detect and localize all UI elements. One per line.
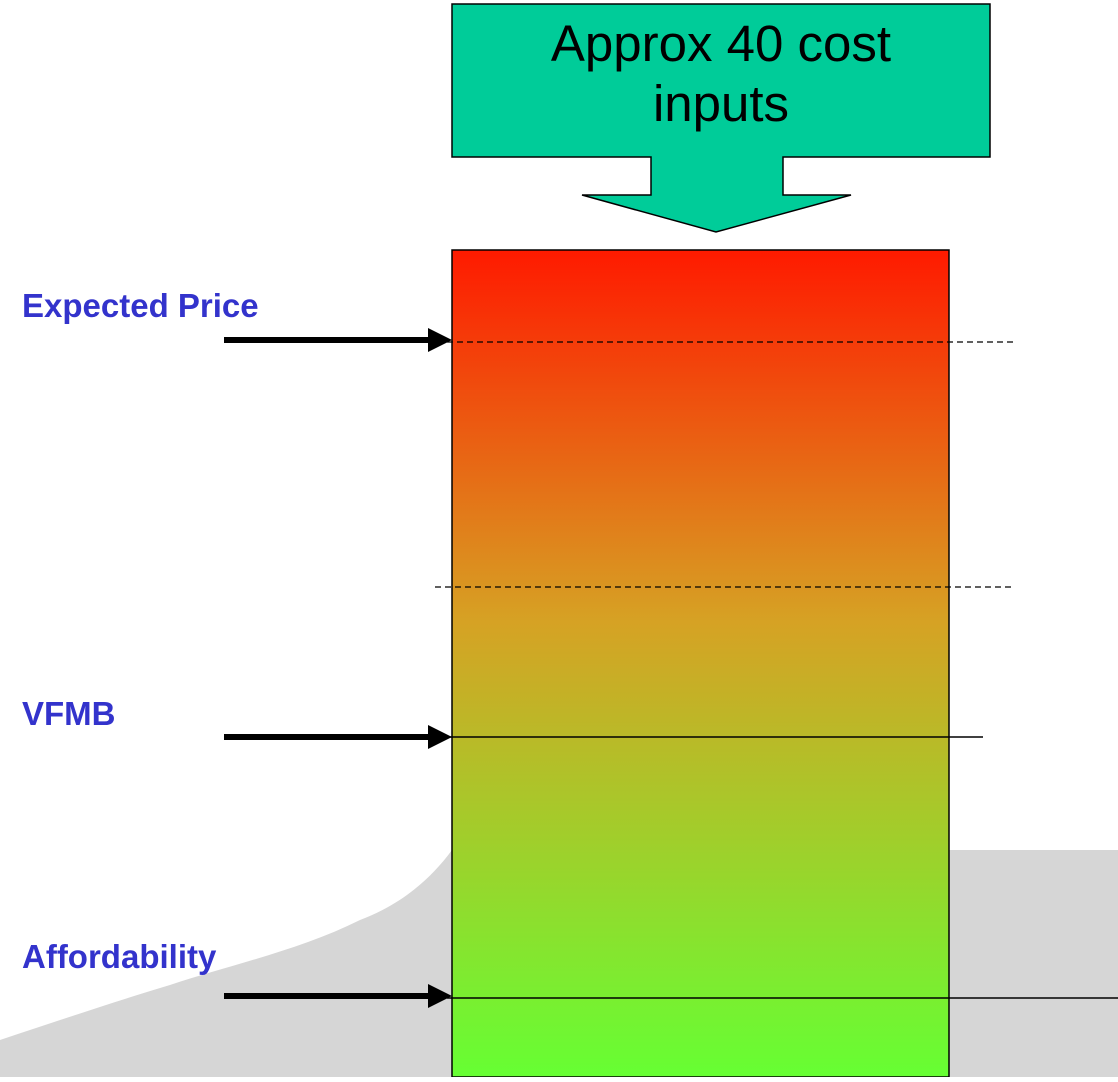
expected-price-label: Expected Price	[22, 287, 259, 324]
background-shape-right	[948, 857, 1118, 1077]
affordability-label: Affordability	[22, 938, 217, 975]
cost-bar	[451, 249, 950, 1078]
affordability-arrow	[224, 984, 452, 1008]
expected-price-arrow	[224, 328, 452, 352]
callout-arrow	[451, 3, 991, 233]
callout-line-1: Approx 40 cost	[550, 15, 892, 72]
callout-line-2: inputs	[652, 75, 790, 132]
callout-text: Approx 40 cost inputs	[452, 4, 990, 154]
vfmb-label: VFMB	[22, 695, 116, 732]
vfmb-arrow	[224, 725, 452, 749]
